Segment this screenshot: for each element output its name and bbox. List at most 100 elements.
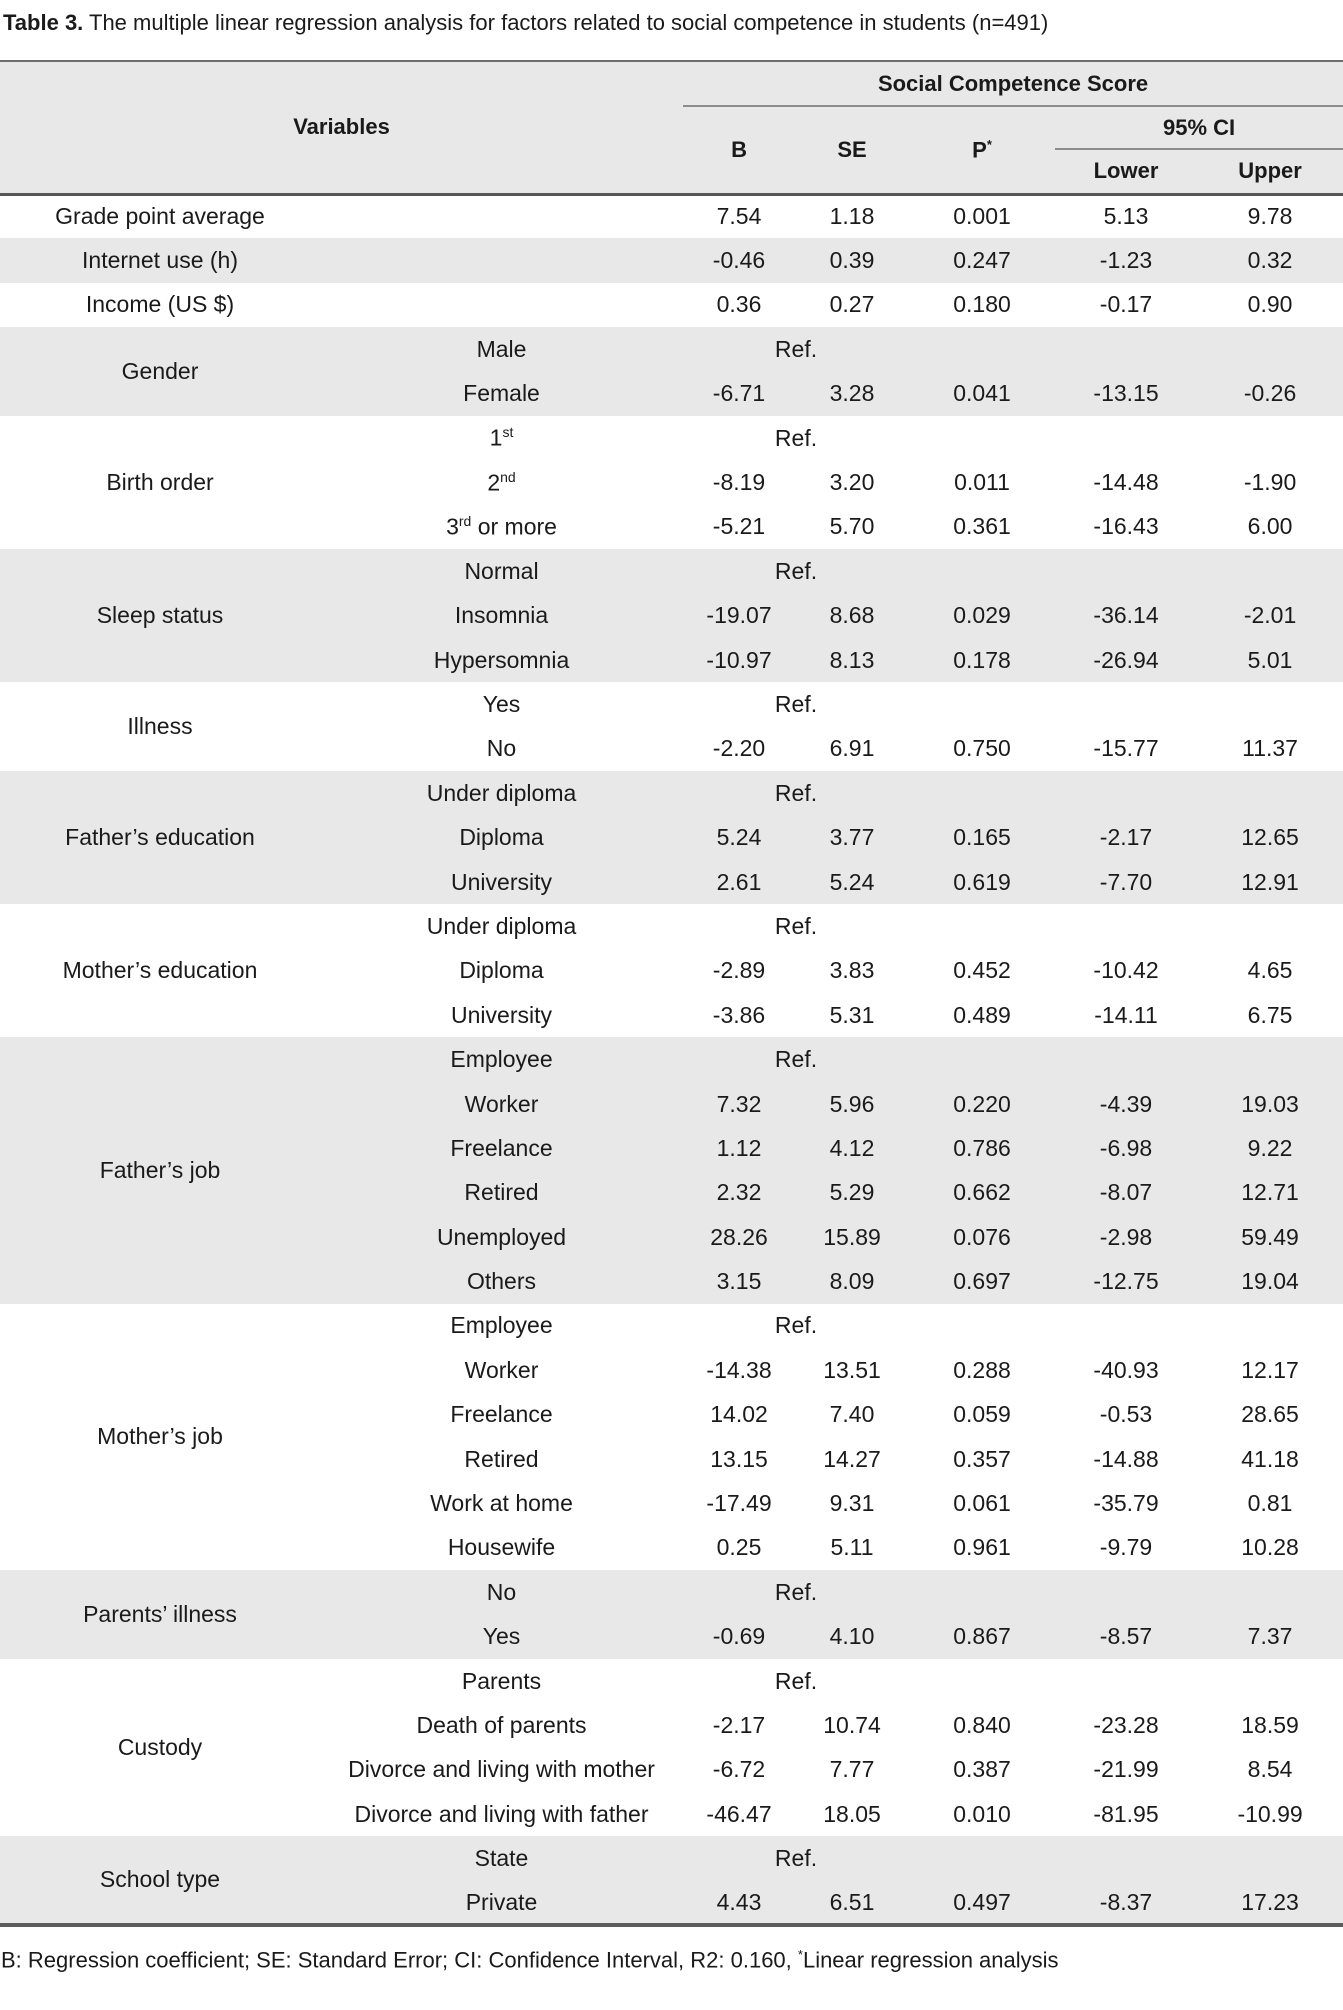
category-label: Others [320, 1259, 684, 1304]
score-group-header: Social Competence Score [683, 61, 1343, 107]
b-value: -46.47 [706, 1800, 772, 1827]
reference-cell: Ref. [683, 1836, 910, 1881]
table-row: Divorce and living with mother -6.72 7.77 0… [0, 1748, 1343, 1792]
variable-label: Father’s job [0, 1037, 320, 1304]
upper-ci-value: 10.28 [1241, 1534, 1299, 1561]
table-row: Sleep status Normal Ref. [0, 549, 1343, 683]
upper-ci-value: 12.91 [1197, 859, 1343, 905]
se-value: 5.29 [795, 1170, 910, 1215]
category-label: Retired [320, 1170, 684, 1215]
empty-cell [909, 1037, 1343, 1082]
category-label: Yes [320, 1614, 684, 1659]
table-row: Internet use (h) -0.46 0.39 0.247 -1.23 0.32 [0, 238, 1343, 283]
table-row: University -3.86 5.31 0.489 -14.11 6.75 [0, 993, 1343, 1037]
se-value: 10.74 [823, 1711, 881, 1738]
lower-column-header: Lower [1055, 149, 1198, 196]
empty-cell [909, 1836, 1343, 1881]
b-value: -0.69 [683, 1614, 796, 1659]
category-label: Female [320, 371, 684, 416]
category-label: Yes [482, 690, 521, 717]
lower-ci-value: -36.14 [1055, 593, 1198, 638]
reference-cell: Ref. [683, 1037, 910, 1082]
category-label: Unemployed [320, 1214, 684, 1260]
p-value: 0.001 [953, 203, 1011, 230]
p-column-header: P* [909, 106, 1056, 196]
category-label: Male [320, 327, 684, 372]
upper-ci-value: 9.22 [1197, 1126, 1343, 1171]
variable-label: Birth order [106, 469, 214, 496]
b-value: 1.12 [683, 1126, 796, 1171]
se-column-header: SE [795, 106, 910, 196]
table-row: No -2.20 6.91 0.750 -15.77 11.37 [0, 727, 1343, 771]
b-value: 14.02 [710, 1401, 768, 1428]
se-value: 15.89 [795, 1214, 910, 1260]
b-value: 7.54 [716, 203, 762, 230]
empty-cell [909, 1570, 1343, 1615]
se-value: 18.05 [823, 1800, 881, 1827]
p-value: 0.029 [909, 593, 1056, 638]
p-value: 0.840 [953, 1711, 1011, 1738]
table-row: Hypersomnia -10.97 8.13 0.178 -26.94 5.01 [0, 637, 1343, 683]
p-value: 0.357 [953, 1445, 1011, 1472]
empty-cell [909, 904, 1343, 948]
upper-ci-value: 7.37 [1197, 1614, 1343, 1659]
variable-label: Income (US $) [85, 291, 235, 318]
table-row: Mother’s education Under diploma Ref. [0, 904, 1343, 983]
b-value: -19.07 [683, 593, 796, 638]
category-label: Under diploma [320, 771, 684, 816]
category-label: University [451, 1001, 552, 1028]
category-label: Divorce and living with mother [348, 1756, 655, 1783]
lower-ci-value: -15.77 [1093, 735, 1159, 762]
b-value: 0.36 [716, 291, 762, 318]
b-value: 13.15 [710, 1445, 768, 1472]
table-row: 2nd -8.19 3.20 0.011 -14.48 -1.90 [0, 460, 1343, 504]
reference-cell: Ref. [683, 771, 910, 816]
table-row: School type State Ref. [0, 1836, 1343, 1926]
lower-ci-value: -8.57 [1055, 1614, 1198, 1659]
b-column-header: B [683, 106, 796, 196]
lower-ci-value: -40.93 [1093, 1356, 1159, 1383]
upper-ci-value: 12.71 [1197, 1170, 1343, 1215]
table-row: Work at home -17.49 9.31 0.061 -35.79 0.81 [0, 1481, 1343, 1525]
lower-ci-value: -35.79 [1093, 1490, 1159, 1517]
p-value: 0.059 [953, 1401, 1011, 1428]
b-value: 2.32 [683, 1170, 796, 1215]
se-value: 3.28 [795, 371, 910, 416]
header-row-2: B SE P* 95% CI [0, 106, 1343, 196]
p-value: 0.452 [953, 957, 1011, 984]
table-row: Diploma -2.89 3.83 0.452 -10.42 4.65 [0, 949, 1343, 993]
upper-ci-value: 41.18 [1241, 1445, 1299, 1472]
table-body: Grade point average 7.54 1.18 0.001 5.13 9.78… [0, 194, 1343, 1926]
empty-cell [909, 1304, 1343, 1348]
empty-cell [909, 416, 1343, 460]
upper-ci-value: 6.00 [1247, 513, 1293, 540]
b-value: -10.97 [683, 637, 796, 683]
empty-cell [909, 682, 1343, 726]
upper-ci-value: 9.78 [1247, 203, 1293, 230]
lower-ci-value: -13.15 [1055, 371, 1198, 416]
se-value: 0.27 [829, 291, 875, 318]
table-row: Parents’ illness No Ref. [0, 1570, 1343, 1659]
se-value: 6.91 [829, 735, 875, 762]
lower-ci-value: -14.11 [1094, 1001, 1158, 1028]
category-label: 1st [489, 424, 514, 451]
p-value: 0.662 [909, 1170, 1056, 1215]
p-value: 0.786 [909, 1126, 1056, 1171]
b-value: 0.25 [716, 1534, 762, 1561]
p-value: 0.619 [909, 859, 1056, 905]
upper-ci-value: 4.65 [1247, 957, 1293, 984]
reference-cell: Ref. [774, 690, 818, 717]
se-value: 9.31 [829, 1490, 875, 1517]
upper-ci-value: 19.03 [1197, 1081, 1343, 1127]
b-value: -5.21 [712, 513, 766, 540]
empty-cell [909, 327, 1343, 372]
category-label: University [320, 859, 684, 905]
se-value: 0.39 [795, 238, 910, 283]
p-label: P [972, 136, 987, 162]
category-label: Employee [320, 1037, 684, 1082]
lower-ci-value: -6.98 [1055, 1126, 1198, 1171]
table-row: Birth order 1st Ref. [0, 416, 1343, 495]
table-row: Father’s job Employee Ref. [0, 1037, 1343, 1304]
variable-label: School type [0, 1836, 320, 1926]
b-value: 2.61 [683, 859, 796, 905]
